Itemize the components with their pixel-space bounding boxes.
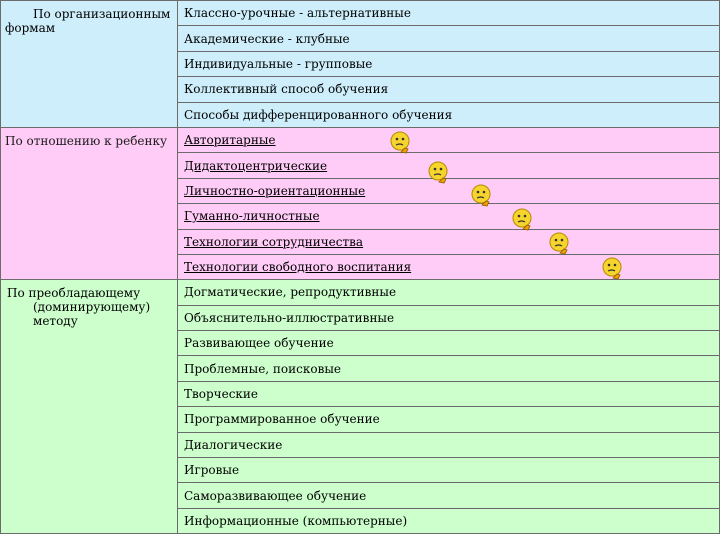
thinking-face-icon[interactable] [388,130,412,154]
category-relation-to-child: По отношению к ребенку [0,126,178,281]
category-dominant-method: По преобладающему (доминирующему) методу [0,279,178,535]
list-item: Технологии сотрудничества [177,228,720,255]
list-item: Объяснительно-иллюстративные [177,304,720,332]
list-item: Игровые [177,457,720,484]
list-item: Информационные (компьютерные) [177,507,720,535]
link-cooperation[interactable]: Технологии сотрудничества [184,234,364,249]
list-item: Классно-урочные - альтернативные [177,0,720,27]
list-item: Программированное обучение [177,406,720,433]
link-humane-personal[interactable]: Гуманно-личностные [184,209,320,224]
list-item: Коллективный способ обучения [177,76,720,103]
list-item: Развивающее обучение [177,330,720,357]
list-item: Творческие [177,380,720,408]
category-organizational-forms: По организационным формам [0,0,178,128]
list-item: Саморазвивающее обучение [177,482,720,509]
list-item: Технологии свободного воспитания [177,253,720,281]
list-item: Способы дифференцированного обучения [177,101,720,128]
list-item: Дидактоцентрические [177,152,720,179]
thinking-face-icon[interactable] [510,207,534,231]
thinking-face-icon[interactable] [469,183,493,207]
link-authoritarian[interactable]: Авторитарные [184,133,276,148]
thinking-face-icon[interactable] [547,231,571,255]
link-personality-oriented[interactable]: Личностно-ориентационные [184,183,366,198]
link-didactocentric[interactable]: Дидактоцентрические [184,158,328,173]
list-item: Гуманно-личностные [177,203,720,230]
list-item: Диалогические [177,431,720,459]
list-item: Проблемные, поисковые [177,355,720,382]
list-item: Индивидуальные - групповые [177,50,720,78]
thinking-face-icon[interactable] [426,160,450,184]
thinking-face-icon[interactable] [600,256,624,280]
list-item: Академические - клубные [177,25,720,52]
link-free-education[interactable]: Технологии свободного воспитания [184,260,412,275]
list-item: Личностно-ориентационные [177,177,720,205]
list-item: Догматические, репродуктивные [177,279,720,306]
list-item: Авторитарные [177,126,720,154]
